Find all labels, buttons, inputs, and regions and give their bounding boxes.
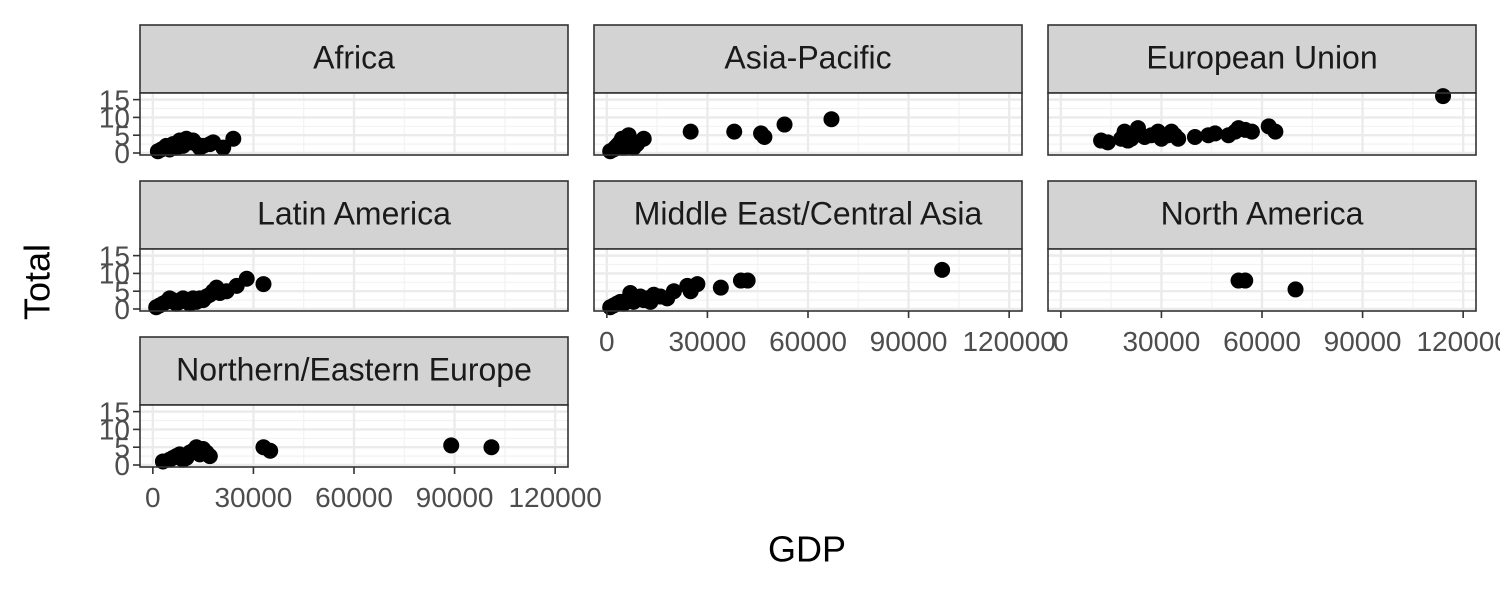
data-point — [635, 130, 652, 147]
facet-strip — [139, 180, 569, 250]
data-point — [1435, 88, 1452, 105]
data-point — [689, 276, 706, 293]
data-point — [712, 279, 729, 296]
x-tick-label: 90000 — [870, 326, 948, 357]
facet-panel: European Union — [1047, 24, 1477, 156]
facet-strip — [593, 24, 1023, 94]
data-point — [483, 439, 500, 456]
facet-panel: North America 0 30000 60000 90000 120000 — [1047, 180, 1500, 357]
x-tick-label: 90000 — [1324, 326, 1402, 357]
data-point — [1237, 272, 1254, 289]
facet-panel: Middle East/Central Asia 0 30000 60000 90000… — [593, 180, 1056, 357]
y-tick-label: 15 — [99, 85, 130, 116]
facet-strip-label: Africa — [313, 39, 395, 75]
facet-strip-label: Asia-Pacific — [724, 39, 891, 75]
data-point — [776, 116, 793, 133]
data-point — [238, 270, 255, 287]
y-tick-label: 5 — [114, 120, 130, 151]
facet-strip — [139, 24, 569, 94]
panel-border — [1047, 92, 1477, 156]
facet-strip-label: Middle East/Central Asia — [634, 195, 983, 231]
data-point — [823, 111, 840, 128]
data-point — [1207, 125, 1224, 142]
data-point — [739, 272, 756, 289]
panel-border — [593, 92, 1023, 156]
x-tick-label: 30000 — [1122, 326, 1200, 357]
y-tick-label: 5 — [114, 432, 130, 463]
data-point — [1243, 123, 1260, 140]
x-tick-label: 120000 — [962, 326, 1055, 357]
x-tick-label: 60000 — [315, 482, 393, 513]
x-tick-label: 60000 — [1223, 326, 1301, 357]
data-point — [665, 283, 682, 300]
data-point — [255, 276, 272, 293]
x-tick-label: 0 — [599, 326, 615, 357]
y-tick-label: 10 — [99, 102, 130, 133]
data-point — [443, 437, 460, 454]
y-axis-title: Total — [17, 244, 58, 320]
data-point — [1099, 134, 1116, 151]
x-tick-label: 90000 — [416, 482, 494, 513]
facet-strip-label: European Union — [1146, 39, 1377, 75]
data-point — [682, 123, 699, 140]
data-point — [934, 261, 951, 278]
facet-strip-label: Northern/Eastern Europe — [176, 351, 532, 387]
facet-strip-label: Latin America — [257, 195, 451, 231]
data-point — [1186, 128, 1203, 145]
panel-border — [139, 92, 569, 156]
data-point — [1267, 123, 1284, 140]
y-tick-label: 5 — [114, 276, 130, 307]
data-point — [262, 442, 279, 459]
x-axis-title: GDP — [768, 529, 846, 570]
x-tick-label: 30000 — [214, 482, 292, 513]
x-tick-label: 120000 — [508, 482, 601, 513]
y-tick-label: 0 — [114, 450, 130, 481]
facet-strip — [1047, 24, 1477, 94]
data-point — [1287, 281, 1304, 298]
x-tick-label: 60000 — [769, 326, 847, 357]
panel-border — [139, 248, 569, 312]
facet-strip — [593, 180, 1023, 250]
data-point — [225, 130, 242, 147]
y-tick-label: 0 — [114, 138, 130, 169]
x-tick-label: 0 — [1053, 326, 1069, 357]
data-point — [756, 128, 773, 145]
facet-strip-label: North America — [1161, 195, 1364, 231]
y-tick-label: 10 — [99, 414, 130, 445]
data-point — [726, 123, 743, 140]
x-tick-label: 30000 — [668, 326, 746, 357]
x-tick-label: 0 — [145, 482, 161, 513]
x-tick-label: 120000 — [1416, 326, 1500, 357]
y-tick-label: 15 — [99, 241, 130, 272]
y-tick-label: 15 — [99, 397, 130, 428]
data-point — [1170, 130, 1187, 147]
data-point — [201, 448, 218, 465]
y-tick-label: 0 — [114, 294, 130, 325]
facet-panel: Asia-Pacific — [593, 24, 1023, 160]
y-tick-label: 10 — [99, 258, 130, 289]
